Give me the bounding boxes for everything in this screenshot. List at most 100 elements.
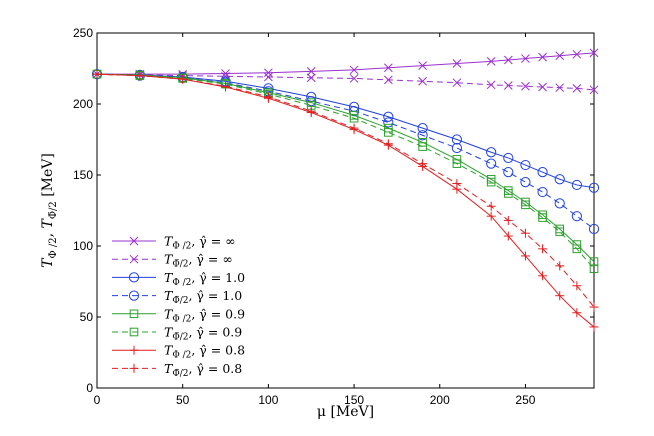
data-point [572, 84, 582, 93]
x-marker [486, 57, 496, 66]
data-point [452, 159, 462, 168]
data-point [452, 179, 462, 189]
y-tick-label: 150 [73, 168, 93, 182]
x-marker [418, 61, 427, 71]
x-tick-label: 50 [176, 393, 190, 407]
circle-marker [451, 142, 462, 154]
series-group [91, 48, 600, 332]
circle-marker [383, 117, 394, 128]
data-point [538, 271, 548, 281]
data-point [555, 227, 565, 237]
x-marker [503, 81, 513, 90]
legend-label: TΦ̄/2, γ̂ = 0.8 [164, 361, 242, 379]
data-point [571, 211, 582, 222]
legend-label: TΦ /2, γ̂ = 0.9 [164, 306, 245, 324]
circle-marker [486, 158, 497, 169]
legend-entry: TΦ /2, γ̂ = 0.8 [112, 343, 245, 361]
x-tick-label: 100 [258, 393, 278, 407]
data-point [503, 55, 513, 65]
data-point [554, 174, 565, 185]
data-point [537, 186, 548, 198]
data-point [486, 201, 496, 211]
circle-marker [554, 174, 565, 185]
data-point [349, 123, 359, 133]
x-marker [264, 72, 273, 82]
data-point [537, 167, 548, 178]
circle-marker [128, 290, 140, 301]
plot-frame [96, 32, 595, 389]
data-point [452, 59, 462, 68]
data-point [418, 142, 427, 151]
circle-marker [417, 123, 428, 134]
data-point [538, 52, 547, 62]
x-marker [383, 75, 393, 85]
x-marker [521, 54, 530, 63]
x-marker [503, 55, 513, 65]
data-point [92, 69, 102, 79]
data-point [538, 244, 548, 254]
data-point [503, 167, 514, 178]
data-point [486, 177, 496, 187]
legend-label: TΦ̄/2, γ̂ = 1.0 [164, 288, 242, 306]
data-point [520, 159, 531, 171]
data-point [503, 81, 513, 90]
legend-entry: TΦ̄/2, γ̂ = 0.9 [112, 325, 242, 343]
x-marker [452, 59, 462, 68]
data-point [486, 158, 497, 169]
legend-label: TΦ̄/2, γ̂ = 0.9 [164, 325, 242, 343]
data-point [383, 111, 394, 122]
data-point [486, 211, 496, 221]
x-marker [306, 73, 316, 83]
square-marker [572, 244, 582, 254]
y-tick-label: 250 [73, 26, 93, 40]
data-point [486, 57, 496, 66]
data-point [306, 73, 316, 83]
x-tick-label: 200 [430, 393, 450, 407]
data-point [383, 63, 393, 73]
data-point [418, 159, 428, 169]
legend-entry: TΦ /2, γ̂ = 1.0 [112, 270, 245, 288]
x-marker [521, 81, 530, 91]
data-point [572, 244, 582, 254]
legend-entry: TΦ /2, γ̂ = ∞ [112, 234, 236, 252]
data-point [572, 49, 582, 59]
data-point [263, 92, 273, 102]
x-marker [589, 48, 599, 58]
circle-marker [571, 179, 582, 191]
data-point [452, 78, 462, 88]
data-point [589, 257, 599, 266]
data-point [555, 83, 565, 93]
data-point [520, 251, 530, 261]
data-point [178, 74, 188, 84]
plot-area [96, 32, 595, 389]
data-point [521, 200, 530, 210]
circle-marker [537, 167, 548, 178]
x-marker [589, 85, 599, 95]
legend: TΦ /2, γ̂ = ∞TΦ̄/2, γ̂ = ∞TΦ /2, γ̂ = 1.… [112, 234, 245, 379]
data-point [538, 213, 547, 222]
x-marker [383, 63, 393, 73]
square-marker [452, 159, 462, 168]
data-point [417, 130, 428, 141]
y-tick-label: 50 [80, 310, 94, 324]
circle-marker [383, 111, 394, 122]
data-point [589, 264, 599, 274]
data-point [383, 117, 394, 128]
data-point [384, 128, 393, 137]
data-point [503, 152, 514, 164]
data-point [264, 72, 273, 82]
legend-entry: TΦ̄/2, γ̂ = 0.8 [112, 361, 242, 379]
circle-marker [520, 159, 531, 171]
legend-entry: TΦ /2, γ̂ = 0.9 [112, 306, 245, 324]
data-point [589, 302, 599, 312]
legend-label: TΦ /2, γ̂ = ∞ [164, 234, 236, 252]
circle-marker [128, 272, 140, 283]
data-point [383, 75, 393, 85]
square-marker [349, 113, 359, 123]
data-point [572, 281, 582, 291]
data-point [135, 71, 145, 81]
circle-marker [451, 134, 462, 145]
data-point [572, 308, 582, 318]
series-line [96, 73, 595, 270]
data-point [571, 179, 582, 191]
